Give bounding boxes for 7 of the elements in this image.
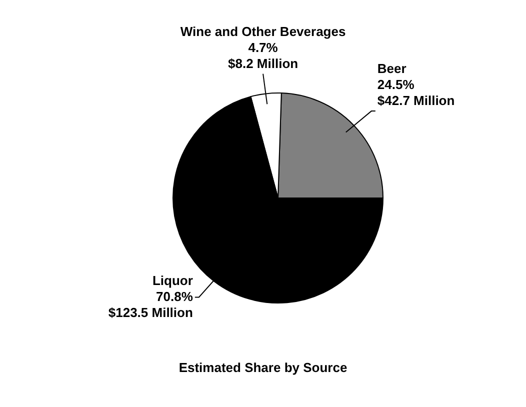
data-label: 4.7% $8.2 Million [228,40,298,71]
slice-label: Beer [377,61,406,76]
data-label: 24.5% $42.7 Million [377,77,455,108]
data-label: 70.8% $123.5 Million [108,289,194,320]
slice-label: Wine and Other Beverages [180,24,346,39]
text: Estimated Share by Source [178,360,348,375]
slice-label: Liquor [152,273,193,288]
